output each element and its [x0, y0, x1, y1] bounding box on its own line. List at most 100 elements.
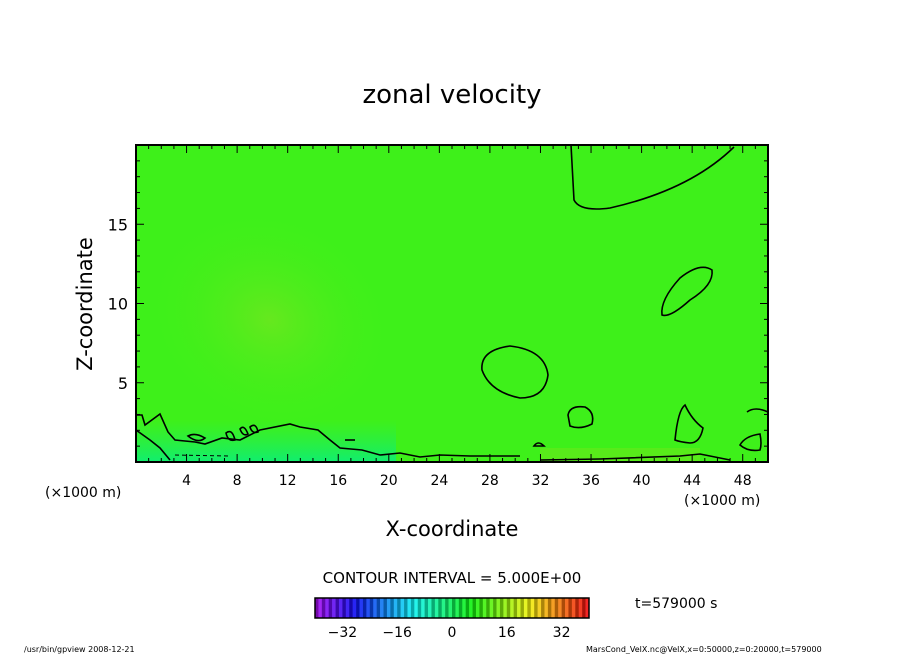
colorbar-cell	[465, 598, 470, 618]
colorbar-cell	[386, 598, 391, 618]
colorbar-tick-label: 16	[498, 625, 516, 641]
contour-blob-3	[239, 426, 249, 436]
colorbar-cell	[318, 598, 323, 618]
colorbar-cell	[428, 598, 432, 618]
colorbar-cell	[369, 598, 374, 618]
colorbar-cell	[345, 598, 350, 618]
colorbar-tick-label: −16	[382, 625, 412, 641]
contour-blob-4	[249, 424, 259, 434]
x-tick-label: 32	[532, 473, 550, 489]
footer-left: /usr/bin/gpview 2008-12-21	[24, 645, 135, 654]
colorbar-cell	[561, 598, 566, 618]
colorbar-cell	[462, 598, 466, 618]
colorbar-cell	[400, 598, 405, 618]
plot-area	[136, 145, 768, 462]
y-tick-label: 15	[108, 215, 128, 234]
contour-bottom-left	[136, 412, 520, 458]
colorbar-cell	[527, 598, 532, 618]
colorbar-cell	[448, 598, 453, 618]
colorbar-tick-label: 32	[553, 625, 571, 641]
colorbar-cell	[458, 598, 463, 618]
contour-small-3	[738, 433, 762, 452]
colorbar-cell	[517, 598, 521, 618]
colorbar-cell	[510, 598, 514, 618]
contour-interval-label: CONTOUR INTERVAL = 5.000E+00	[323, 569, 582, 587]
field-low-region	[136, 420, 396, 462]
contour-blob-2	[225, 430, 236, 442]
contour-blob-1	[186, 433, 207, 442]
colorbar-cell	[489, 598, 494, 618]
colorbar-cell	[356, 598, 360, 618]
colorbar-cell	[537, 598, 542, 618]
colorbar-cell	[558, 598, 562, 618]
colorbar-cell	[342, 598, 347, 618]
colorbar-cell	[407, 598, 412, 618]
colorbar-cell	[397, 598, 401, 618]
colorbar-cell	[503, 598, 508, 618]
contours	[136, 145, 768, 461]
colorbar-cell	[380, 598, 384, 618]
colorbar-cell	[523, 598, 528, 618]
contour-small-4	[746, 408, 768, 413]
contour-bottom-right	[539, 453, 731, 461]
x-axis-label: X-coordinate	[386, 517, 519, 541]
colorbar-cell	[424, 598, 429, 618]
x-tick-label: 8	[233, 473, 242, 489]
colorbar-cell	[383, 598, 388, 618]
colorbar-cell	[452, 598, 456, 618]
colorbar-cell	[506, 598, 511, 618]
contour-small-5	[532, 442, 546, 447]
colorbar-cell	[328, 598, 333, 618]
colorbar-cell	[578, 598, 583, 618]
colorbar-cell	[575, 598, 580, 618]
chart-title: zonal velocity	[362, 80, 541, 110]
contour-small-1	[567, 405, 594, 429]
x-tick-label: 48	[734, 473, 752, 489]
colorbar-cell	[493, 598, 497, 618]
contour-bottom-left-2	[136, 429, 171, 461]
colorbar-cell	[530, 598, 535, 618]
colorbar-cell	[373, 598, 377, 618]
colorbar-cell	[469, 598, 473, 618]
colorbar	[315, 598, 590, 618]
colorbar-cell	[352, 598, 357, 618]
colorbar-cell	[393, 598, 398, 618]
x-unit-right: (×1000 m)	[684, 493, 760, 509]
colorbar-cell	[520, 598, 525, 618]
colorbar-cell	[568, 598, 573, 618]
colorbar-cell	[479, 598, 484, 618]
colorbar-cell	[335, 598, 340, 618]
colorbar-cell	[315, 598, 319, 618]
colorbar-cell	[332, 598, 336, 618]
colorbar-cell	[585, 598, 590, 618]
colorbar-cell	[551, 598, 556, 618]
colorbar-tick-label: 0	[448, 625, 457, 641]
colorbar-cell	[455, 598, 460, 618]
colorbar-cell	[541, 598, 545, 618]
contour-small-2	[674, 403, 704, 444]
colorbar-cell	[565, 598, 569, 618]
colorbar-cell	[362, 598, 367, 618]
colorbar-cell	[321, 598, 326, 618]
x-tick-label: 40	[633, 473, 651, 489]
colorbar-cell	[414, 598, 419, 618]
y-tick-label: 5	[118, 374, 128, 393]
colorbar-cell	[582, 598, 586, 618]
colorbar-cell	[534, 598, 538, 618]
contour-center	[481, 345, 549, 399]
x-tick-label: 20	[380, 473, 398, 489]
colorbar-cell	[410, 598, 415, 618]
x-unit-left: (×1000 m)	[45, 485, 121, 501]
colorbar-cell	[445, 598, 449, 618]
contour-top-right	[570, 145, 735, 210]
colorbar-cell	[359, 598, 364, 618]
contour-dashed	[174, 454, 231, 457]
colorbar-cell	[325, 598, 329, 618]
x-tick-label: 28	[481, 473, 499, 489]
x-tick-label: 24	[430, 473, 448, 489]
colorbar-cell	[472, 598, 477, 618]
colorbar-cell	[404, 598, 408, 618]
x-tick-label: 4	[182, 473, 191, 489]
colorbar-cell	[390, 598, 395, 618]
